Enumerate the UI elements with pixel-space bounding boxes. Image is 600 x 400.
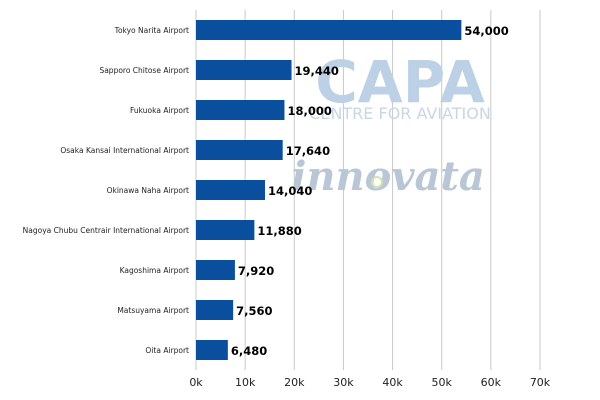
value-label: 11,880 xyxy=(257,224,301,238)
bar xyxy=(196,20,462,40)
watermark-main: CAPA xyxy=(315,48,485,116)
category-label: Tokyo Narita Airport xyxy=(114,26,189,35)
x-tick-label: 70k xyxy=(530,376,551,389)
value-label: 6,480 xyxy=(231,344,267,358)
category-label: Kagoshima Airport xyxy=(120,266,189,275)
bar xyxy=(196,180,265,200)
x-tick-label: 50k xyxy=(432,376,453,389)
bar xyxy=(196,140,283,160)
x-tick-label: 30k xyxy=(333,376,354,389)
x-tick-label: 10k xyxy=(235,376,256,389)
watermark-dot-icon xyxy=(371,176,383,188)
x-tick-label: 60k xyxy=(481,376,502,389)
x-tick-label: 20k xyxy=(284,376,305,389)
bar xyxy=(196,100,285,120)
value-label: 14,040 xyxy=(268,184,312,198)
bar xyxy=(196,340,228,360)
category-label: Oita Airport xyxy=(145,346,189,355)
category-label: Matsuyama Airport xyxy=(117,306,189,315)
bar xyxy=(196,300,234,320)
value-label: 54,000 xyxy=(464,24,508,38)
value-label: 19,440 xyxy=(295,64,339,78)
x-axis: 0k 10k 20k 30k 40k 50k 60k 70k xyxy=(189,376,550,389)
value-label: 7,560 xyxy=(236,304,272,318)
bars: Tokyo Narita Airport 54,000 Sapporo Chitos… xyxy=(23,20,509,360)
value-label: 18,000 xyxy=(287,104,331,118)
bar xyxy=(196,260,235,280)
category-label: Okinawa Naha Airport xyxy=(107,186,189,195)
bar xyxy=(196,220,255,240)
x-tick-label: 0k xyxy=(189,376,203,389)
value-label: 7,920 xyxy=(238,264,274,278)
bar xyxy=(196,60,292,80)
category-label: Osaka Kansai International Airport xyxy=(60,146,189,155)
value-label: 17,640 xyxy=(286,144,330,158)
category-label: Sapporo Chitose Airport xyxy=(99,66,189,75)
category-label: Fukuoka Airport xyxy=(130,106,189,115)
watermark-secondary: innovata xyxy=(291,153,485,200)
category-label: Nagoya Chubu Centrair International Airp… xyxy=(23,226,189,235)
watermark: CAPA CENTRE FOR AVIATION innovata xyxy=(291,48,491,200)
x-tick-label: 40k xyxy=(382,376,403,389)
watermark-subtitle: CENTRE FOR AVIATION xyxy=(309,104,491,123)
